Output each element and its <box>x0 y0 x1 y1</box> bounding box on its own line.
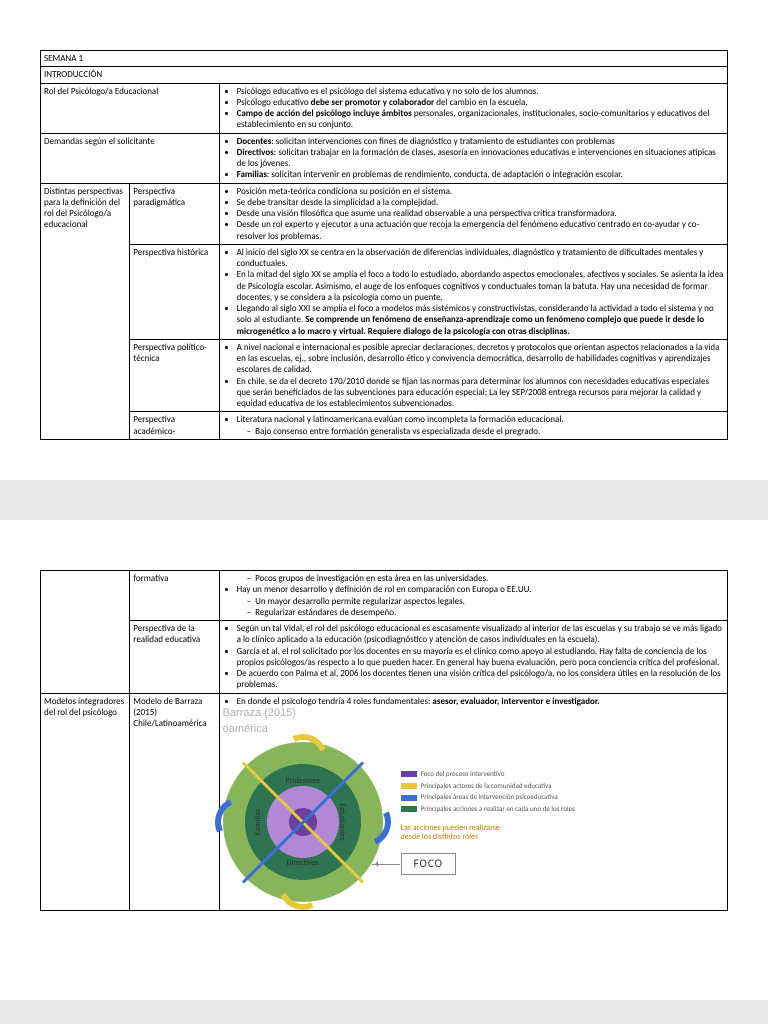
persp-0-content: Posición meta-teórica condiciona su posi… <box>219 183 727 244</box>
formativa-content: Pocos grupos de investigación en esta ár… <box>219 571 727 621</box>
header-semana: SEMANA 1 <box>41 51 728 67</box>
persp-2-name: Perspectiva político-técnica <box>130 339 219 412</box>
row-demandas-content: Docentes: solicitan intervenciones con f… <box>219 133 727 183</box>
persp-3-name: Perspectiva académico- <box>130 412 219 440</box>
row-rol-label: Rol del Psicólogo/a Educacional <box>41 83 220 133</box>
row-distintas-cont <box>41 571 130 694</box>
persp-2-content: A nivel nacional e internacional es posi… <box>219 339 727 412</box>
realidad-name: Perspectiva de la realidad educativa <box>130 621 219 694</box>
row-distintas-label: Distintas perspectivas para la definició… <box>41 183 130 439</box>
wheel-label-top: Profesores <box>285 776 319 786</box>
header-section: INTRODUCCIÓN <box>41 67 728 83</box>
realidad-content: Según un tal Vidal, el rol del psicólogo… <box>219 621 727 694</box>
formativa-name: formativa <box>130 571 219 621</box>
diagram-title-1: Barraza (2015) <box>223 707 724 721</box>
wheel: Profesores Directivos Familias Estudiant… <box>223 742 383 902</box>
diagram-note: Las acciones pueden realizarse desde los… <box>401 824 501 843</box>
row-demandas-label: Demandas según el solicitante <box>41 133 220 183</box>
persp-1-name: Perspectiva histórica <box>130 244 219 339</box>
persp-1-content: Al inicio del siglo XX se centra en la o… <box>219 244 727 339</box>
modelo-name: Modelo de Barraza (2015) Chile/Latinoamé… <box>130 693 219 911</box>
page-2: formativa Pocos grupos de investigación … <box>0 520 768 1000</box>
persp-0-name: Perspectiva paradigmática <box>130 183 219 244</box>
main-table-2: formativa Pocos grupos de investigación … <box>40 570 728 911</box>
legend: Foco del proceso interventivo Principale… <box>401 770 575 814</box>
main-table-1: SEMANA 1 INTRODUCCIÓN Rol del Psicólogo/… <box>40 50 728 440</box>
foco-box: FOCO <box>401 853 456 875</box>
page-1: SEMANA 1 INTRODUCCIÓN Rol del Psicólogo/… <box>0 0 768 480</box>
wheel-label-right: Estudiantes <box>337 803 347 841</box>
wheel-label-left: Familias <box>253 809 263 835</box>
persp-3-content: Literatura nacional y latinoamericana ev… <box>219 412 727 440</box>
row-rol-content: Psicólogo educativo es el psicólogo del … <box>219 83 727 133</box>
wheel-label-bottom: Directivos <box>287 858 319 868</box>
barraza-diagram: Profesores Directivos Familias Estudiant… <box>223 738 724 908</box>
modelo-content: En donde el psicologo tendría 4 roles fu… <box>219 693 727 911</box>
modelos-label: Modelos integradores del rol del psicólo… <box>41 693 130 911</box>
